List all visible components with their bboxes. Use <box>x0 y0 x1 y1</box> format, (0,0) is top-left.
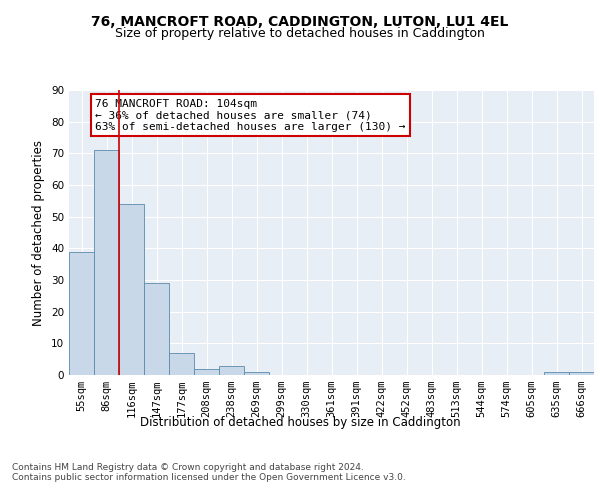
Bar <box>194 368 219 375</box>
Bar <box>569 372 594 375</box>
Text: Distribution of detached houses by size in Caddington: Distribution of detached houses by size … <box>140 416 460 429</box>
Bar <box>144 283 169 375</box>
Y-axis label: Number of detached properties: Number of detached properties <box>32 140 46 326</box>
Text: 76, MANCROFT ROAD, CADDINGTON, LUTON, LU1 4EL: 76, MANCROFT ROAD, CADDINGTON, LUTON, LU… <box>91 16 509 30</box>
Text: 76 MANCROFT ROAD: 104sqm
← 36% of detached houses are smaller (74)
63% of semi-d: 76 MANCROFT ROAD: 104sqm ← 36% of detach… <box>95 98 406 132</box>
Bar <box>544 372 569 375</box>
Text: Size of property relative to detached houses in Caddington: Size of property relative to detached ho… <box>115 28 485 40</box>
Text: Contains HM Land Registry data © Crown copyright and database right 2024.
Contai: Contains HM Land Registry data © Crown c… <box>12 463 406 482</box>
Bar <box>219 366 244 375</box>
Bar <box>69 252 94 375</box>
Bar <box>169 353 194 375</box>
Bar <box>94 150 119 375</box>
Bar <box>244 372 269 375</box>
Bar <box>119 204 144 375</box>
